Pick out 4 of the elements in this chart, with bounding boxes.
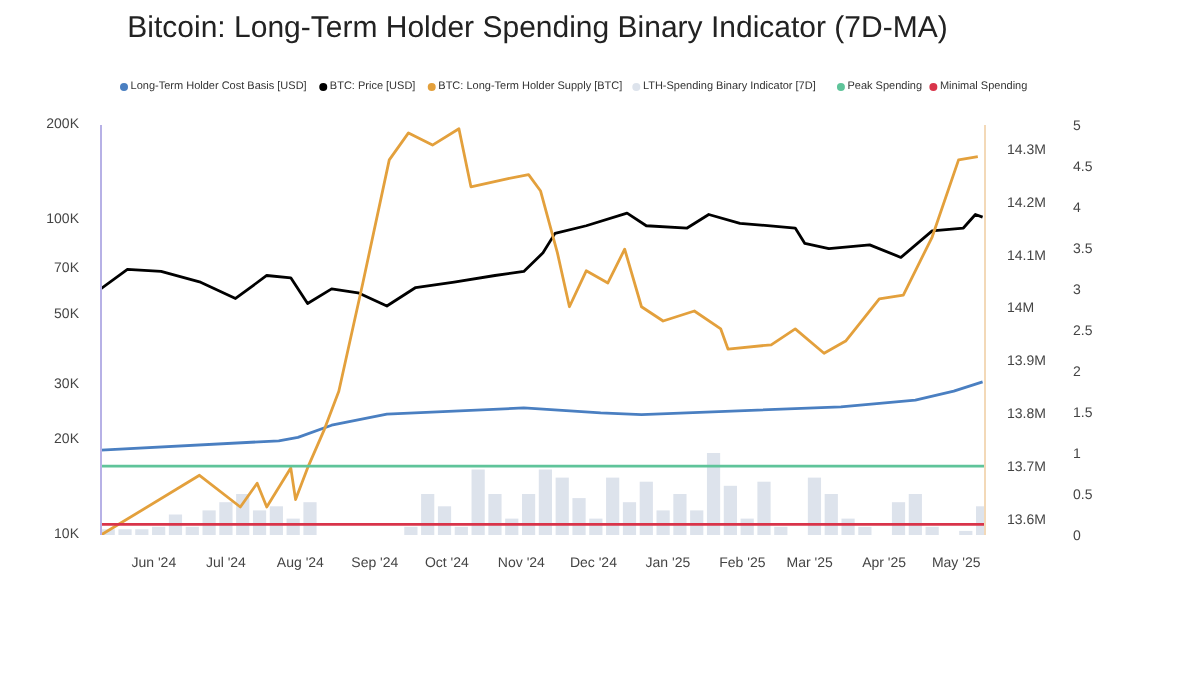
chart-title: Bitcoin: Long-Term Holder Spending Binary Indicator (7D-MA) bbox=[127, 11, 948, 45]
line-series bbox=[101, 380, 984, 452]
line-series bbox=[101, 211, 984, 308]
line-series bbox=[101, 127, 980, 535]
